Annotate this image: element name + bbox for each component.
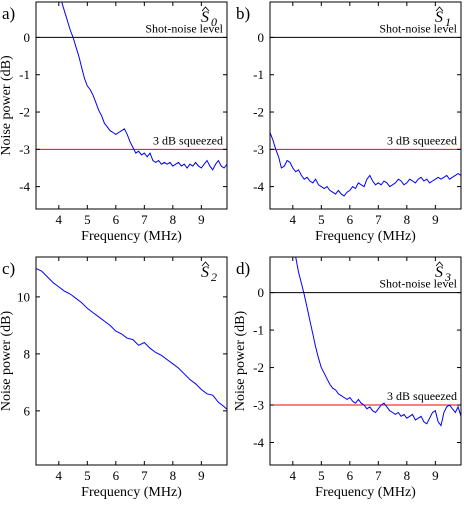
x-tick-label: 5: [318, 212, 325, 227]
y-tick-label: 0: [24, 30, 31, 45]
y-axis-label: Noise power (dB): [0, 311, 14, 412]
operator-subscript: 3: [444, 270, 451, 284]
x-tick-label: 5: [84, 212, 91, 227]
operator-title: S: [201, 264, 209, 281]
plot-frame: [269, 256, 462, 466]
x-tick-label: 6: [347, 212, 354, 227]
shot-noise-label: Shot-noise level: [145, 21, 223, 35]
operator-title: S: [435, 9, 443, 26]
hat-icon: [201, 261, 210, 267]
operator-subscript: 1: [445, 15, 451, 29]
x-axis-label: Frequency (MHz): [315, 485, 416, 500]
operator-title: S: [201, 9, 209, 26]
y-tick-label: -4: [253, 179, 264, 194]
x-tick-label: 5: [318, 468, 325, 483]
x-tick-label: 7: [375, 468, 382, 483]
shot-noise-label: Shot-noise level: [379, 21, 457, 35]
hat-icon: [435, 6, 444, 12]
x-tick-label: 4: [290, 468, 297, 483]
y-axis-label: Noise power (dB): [0, 55, 14, 156]
x-tick-label: 8: [170, 468, 177, 483]
x-tick-label: 6: [113, 212, 120, 227]
x-tick-label: 5: [84, 468, 91, 483]
panel-d: Shot-noise level 3 dB squeezed 4 5 6 7 8 9 0 -1 -2…: [233, 256, 462, 500]
y-tick-label: 8: [24, 346, 31, 361]
noise-power-series: [295, 257, 461, 427]
squeezed-threshold-label: 3 dB squeezed: [387, 133, 457, 147]
x-tick-label: 7: [141, 468, 148, 483]
noise-power-series: [270, 132, 461, 197]
x-tick-label: 9: [198, 212, 205, 227]
operator-subscript: 0: [211, 15, 217, 29]
x-tick-label: 6: [113, 468, 120, 483]
x-axis-label: Frequency (MHz): [315, 229, 416, 244]
x-tick-label: 8: [404, 468, 411, 483]
y-tick-label: 6: [24, 403, 31, 418]
y-tick-label: -4: [253, 435, 264, 450]
shot-noise-label: Shot-noise level: [379, 277, 457, 291]
y-tick-label: -2: [19, 105, 30, 120]
panel-label: a): [2, 4, 15, 23]
plot-frame: [269, 1, 462, 210]
noise-power-series: [36, 267, 227, 410]
operator-subscript: 2: [211, 270, 217, 284]
plot-frame: [35, 1, 228, 210]
y-tick-label: 10: [17, 289, 30, 304]
squeezed-threshold-label: 3 dB squeezed: [153, 133, 223, 147]
squeezed-threshold-label: 3 dB squeezed: [387, 389, 457, 403]
x-tick-label: 9: [432, 468, 439, 483]
y-tick-label: -2: [253, 360, 264, 375]
x-tick-label: 4: [56, 212, 63, 227]
operator-title: S: [435, 264, 443, 281]
y-tick-label: -3: [253, 142, 264, 157]
x-tick-label: 4: [290, 212, 297, 227]
panel-c: 4 5 6 7 8 9 10 8 6 Frequency (MHz) Noise power (dB…: [0, 256, 228, 500]
x-tick-label: 8: [170, 212, 177, 227]
y-tick-label: 0: [258, 285, 265, 300]
x-axis-label: Frequency (MHz): [81, 485, 182, 500]
y-tick-label: -1: [19, 67, 30, 82]
panel-label: c): [2, 259, 15, 278]
hat-icon: [201, 6, 210, 12]
x-tick-label: 6: [347, 468, 354, 483]
panel-b: Shot-noise level 3 dB squeezed 4 5 6 7 8 9 0 -1 -2…: [236, 1, 462, 244]
x-tick-label: 9: [198, 468, 205, 483]
y-tick-label: -1: [253, 67, 264, 82]
noise-power-series: [61, 2, 227, 171]
y-axis-label: Noise power (dB): [233, 311, 248, 412]
y-tick-label: -4: [19, 179, 30, 194]
y-tick-label: -1: [253, 323, 264, 338]
x-axis-label: Frequency (MHz): [81, 229, 182, 244]
x-tick-label: 7: [375, 212, 382, 227]
panel-label: b): [236, 4, 250, 23]
panel-a: Shot-noise level 3 dB squeezed 4 5 6 7 8 9 0 -1 -2…: [0, 1, 228, 244]
x-tick-label: 9: [432, 212, 439, 227]
x-tick-label: 7: [141, 212, 148, 227]
y-tick-label: -3: [253, 398, 264, 413]
y-tick-label: -3: [19, 142, 30, 157]
plot-frame: [35, 256, 228, 466]
y-tick-label: 0: [258, 30, 265, 45]
x-tick-label: 4: [56, 468, 63, 483]
y-tick-label: -2: [253, 105, 264, 120]
x-tick-label: 8: [404, 212, 411, 227]
panel-label: d): [236, 259, 250, 278]
hat-icon: [435, 261, 444, 267]
